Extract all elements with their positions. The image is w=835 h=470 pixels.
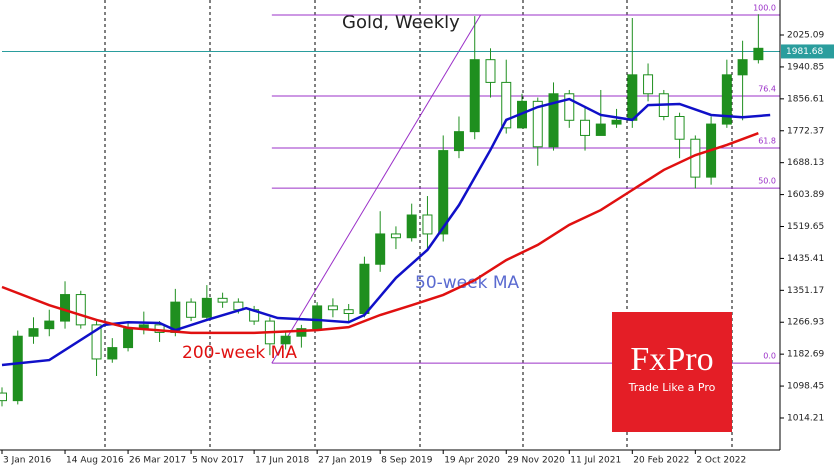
x-tick-label: 11 Jul 2021 [570,456,621,466]
candle-body [0,392,7,402]
candle-body [643,74,654,95]
x-tick-label: 3 Jan 2016 [3,456,51,466]
fib-label: 50.0 [758,177,776,186]
y-tick-label: 1266.93 [787,318,824,328]
x-tick-label: 8 Sep 2019 [381,456,433,466]
fib-label: 100.0 [753,3,776,12]
fib-label: 61.8 [758,136,776,145]
candle-body [343,309,354,314]
series-label: 200-week MA [182,343,297,363]
x-tick-label: 29 Nov 2020 [507,456,565,466]
y-tick-label: 1519.65 [787,222,824,232]
y-tick-label: 1772.37 [787,126,824,136]
candle-body [327,305,338,311]
y-tick-label: 1182.69 [787,350,824,360]
x-tick-label: 26 Mar 2017 [129,456,186,466]
candle-body [12,335,23,402]
candle-body [28,328,39,337]
y-tick-label: 1435.41 [787,254,824,264]
candle-body [75,294,86,326]
y-tick-label: 1940.85 [787,62,824,72]
candle-body [406,214,417,239]
y-tick-label: 2025.09 [787,31,824,41]
x-tick-label: 27 Jan 2019 [318,456,372,466]
moving-average-line [1,131,759,335]
candle-body [186,301,197,318]
candle-body [312,305,323,330]
candle-body [217,297,228,303]
x-tick-label: 20 Feb 2022 [633,456,689,466]
candle-body [627,74,638,121]
candle-body [280,335,291,345]
candle-body [485,59,496,83]
y-tick-label: 1688.13 [787,158,824,168]
candle-body [422,214,433,235]
candle-body [721,74,732,125]
candle-body [453,131,464,152]
candle-body [123,328,134,349]
x-tick-label: 14 Aug 2016 [66,456,124,466]
logo-box [612,312,732,432]
candle-body [91,324,102,360]
candle-body [737,59,748,76]
candle-body [390,233,401,239]
candle-body [501,81,512,129]
candle-body [107,347,118,360]
candle-body [611,119,622,125]
candle-body [201,297,212,318]
candle-body [753,47,764,61]
candle-body [595,123,606,136]
candle-body [44,320,55,330]
candle-body [154,324,165,333]
candle-body [532,100,543,148]
candle-body [375,233,386,265]
fib-label: 0.0 [763,352,776,361]
y-tick-label: 1603.89 [787,190,824,200]
candle-body [296,328,307,337]
candle-body [690,138,701,178]
candle-body [469,59,480,133]
x-tick-label: 19 Apr 2020 [444,456,500,466]
y-tick-label: 1351.17 [787,286,824,296]
fib-label: 76.4 [758,85,776,94]
y-tick-label: 1856.61 [787,94,824,104]
logo-name: FxPro [630,341,713,378]
candle-body [359,263,370,314]
candle-body [438,150,449,235]
candle-body [674,115,685,140]
candle-body [548,93,559,148]
current-price-tag [781,44,834,59]
chart-title: Gold, Weekly [342,12,460,33]
y-tick-label: 1014.21 [787,413,824,423]
x-tick-label: 17 Jun 2018 [255,456,309,466]
x-tick-label: 2 Oct 2022 [696,456,746,466]
fib-trend-line [271,14,482,364]
moving-average-line [1,97,771,367]
candle-body [580,119,591,136]
candle-body [564,93,575,121]
y-tick-label: 1098.45 [787,382,824,392]
x-tick-label: 5 Nov 2017 [192,456,244,466]
current-price-label: 1981.68 [786,47,823,57]
logo-tagline: Trade Like a Pro [628,381,716,394]
